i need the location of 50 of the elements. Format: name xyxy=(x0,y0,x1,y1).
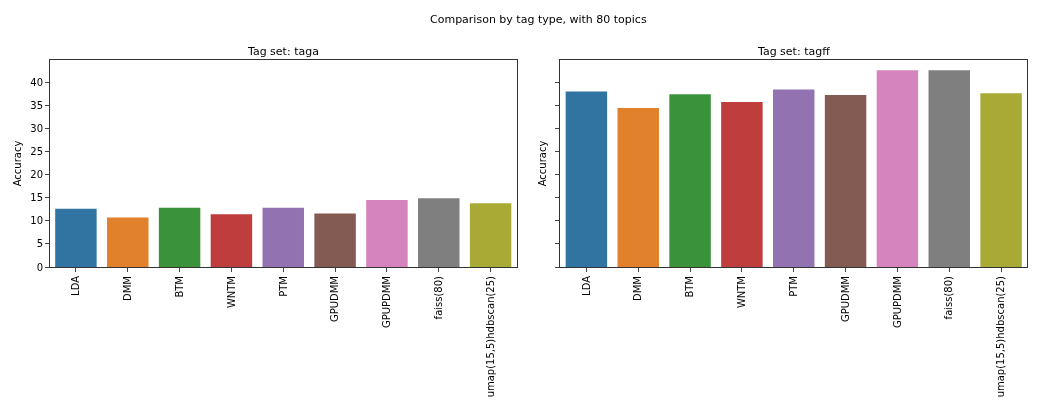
x-tick-label: BTM xyxy=(173,276,185,298)
bar xyxy=(928,70,970,267)
chart-title: Tag set: taga xyxy=(247,45,319,58)
text: Comparison by tag type, with 80 topics xyxy=(430,13,647,26)
bar xyxy=(210,214,253,267)
y-tick-label: 20 xyxy=(30,169,43,181)
y-axis-title: Accuracy xyxy=(12,140,24,187)
x-tick-label: DMM xyxy=(632,276,644,301)
y-tick-label: 10 xyxy=(30,215,43,227)
x-tick-label: GPUPDMM xyxy=(381,276,393,329)
y-tick-label: 35 xyxy=(30,99,43,111)
x-tick-label: PTM xyxy=(787,276,799,297)
bar xyxy=(980,93,1022,267)
bar xyxy=(773,89,815,267)
x-tick-label: BTM xyxy=(684,276,696,298)
bar xyxy=(469,203,512,267)
bar xyxy=(876,70,919,267)
x-tick-label: GPUDMM xyxy=(839,276,851,323)
y-tick-label: 40 xyxy=(30,76,43,88)
x-tick-label: umap(15,5)hdbscan(25) xyxy=(484,275,496,398)
bar xyxy=(158,207,201,267)
x-tick-label: DMM xyxy=(122,276,133,301)
y-axis-title: Accuracy xyxy=(537,140,549,187)
y-tick-label: 25 xyxy=(30,145,43,157)
bar xyxy=(565,91,608,267)
bar xyxy=(824,95,867,267)
x-tick-label: faiss(80) xyxy=(433,275,445,320)
x-tick-label: umap(15,5)hdbscan(25) xyxy=(995,275,1007,398)
y-tick-label: 30 xyxy=(30,122,43,134)
bar xyxy=(418,198,460,267)
x-tick-label: LDA xyxy=(70,275,82,296)
bar xyxy=(617,108,659,267)
bar xyxy=(721,102,763,267)
bar xyxy=(55,208,97,267)
bar xyxy=(669,94,711,267)
chart-title: Tag set: tagff xyxy=(757,45,831,58)
bar xyxy=(366,200,408,267)
x-tick-label: GPUDMM xyxy=(329,276,341,323)
y-tick-label: 0 xyxy=(36,261,43,273)
bar xyxy=(314,213,356,267)
x-tick-label: GPUPDMM xyxy=(891,276,903,329)
bar xyxy=(262,207,304,267)
x-tick-label: WNTM xyxy=(736,276,748,309)
x-tick-label: WNTM xyxy=(225,276,237,309)
y-tick-label: 15 xyxy=(30,192,43,204)
x-tick-label: LDA xyxy=(580,275,592,296)
x-tick-label: PTM xyxy=(277,276,289,297)
x-tick-label: faiss(80) xyxy=(943,275,955,320)
bar xyxy=(107,217,149,267)
y-tick-label: 5 xyxy=(36,238,43,250)
